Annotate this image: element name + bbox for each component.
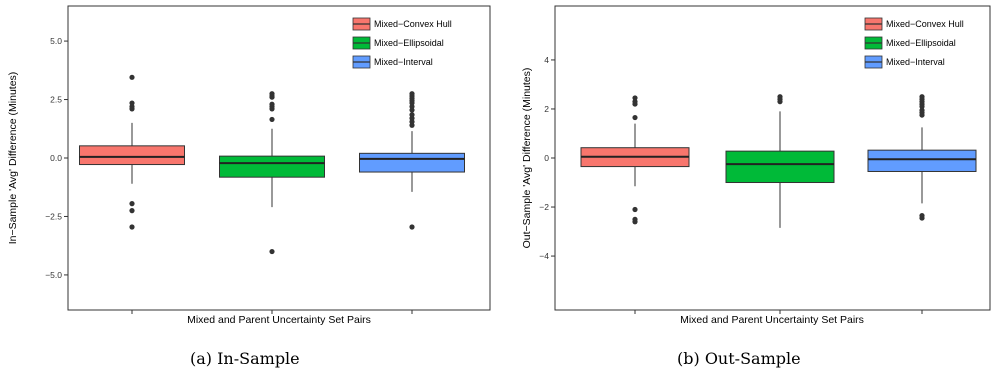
outlier-point: [269, 106, 275, 112]
legend-label: Mixed−Interval: [886, 57, 945, 67]
outlier-point: [409, 224, 415, 230]
outlier-point: [919, 112, 925, 118]
box-1: [79, 74, 185, 230]
x-axis-title: Mixed and Parent Uncertainty Set Pairs: [187, 314, 371, 326]
outlier-point: [129, 208, 135, 214]
box-3: [359, 91, 465, 230]
y-tick-label: 0: [544, 153, 549, 163]
y-tick-label: −2.5: [45, 211, 62, 221]
y-tick-label: 0.0: [50, 153, 62, 163]
legend-label: Mixed−Convex Hull: [886, 19, 964, 29]
outlier-point: [632, 114, 638, 121]
y-tick-label: 5.0: [50, 36, 62, 46]
legend-label: Mixed−Interval: [374, 57, 433, 67]
outlier-point: [269, 248, 275, 255]
box-3: [867, 94, 977, 221]
x-axis-title: Mixed and Parent Uncertainty Set Pairs: [680, 314, 864, 326]
outlier-point: [409, 122, 415, 128]
y-tick-label: 4: [544, 55, 549, 65]
box-plot-figure: −5.0 −2.5 0.0 2.5 5.0 Mixed and Parent Uncert…: [7, 5, 991, 326]
chart-panel-1: −5.0 −2.5 0.0 2.5 5.0 Mixed and Parent Uncert…: [7, 5, 491, 326]
legend-label: Mixed−Convex Hull: [374, 19, 452, 29]
outlier-point: [409, 107, 415, 113]
box-2: [725, 94, 835, 228]
legend: Mixed−Convex Hull Mixed−Ellipsoidal Mixed−…: [864, 17, 964, 69]
outlier-point: [919, 103, 925, 110]
chart-panel-2: −4 −2 0 2 4 Mixed and Parent Uncertainty Set …: [521, 5, 991, 326]
y-axis-title: In−Sample 'Avg' Difference (Minutes): [7, 72, 19, 245]
outlier-point: [269, 116, 275, 123]
y-tick-label: 2.5: [50, 95, 62, 105]
legend: Mixed−Convex Hull Mixed−Ellipsoidal Mixed−…: [352, 17, 452, 69]
box-2: [219, 91, 325, 255]
box-body: [867, 149, 977, 172]
caption-b: (b) Out-Sample: [677, 349, 801, 368]
box-body: [219, 155, 325, 178]
outlier-point: [269, 94, 275, 100]
outlier-point: [129, 224, 135, 230]
outlier-point: [632, 219, 638, 225]
box-body: [79, 145, 185, 166]
legend-label: Mixed−Ellipsoidal: [886, 38, 956, 48]
y-axis-title: Out−Sample 'Avg' Difference (Minutes): [521, 68, 533, 249]
outlier-point: [129, 201, 135, 207]
y-tick-label: −2: [539, 202, 549, 212]
y-tick-label: −4: [539, 251, 549, 261]
outlier-point: [632, 206, 638, 213]
outlier-point: [777, 99, 783, 105]
caption-a: (a) In-Sample: [190, 349, 300, 368]
outlier-point: [919, 215, 925, 221]
y-tick-label: −5.0: [45, 270, 62, 280]
box-1: [580, 95, 690, 225]
box-body: [725, 150, 835, 184]
outlier-point: [129, 106, 135, 112]
legend-label: Mixed−Ellipsoidal: [374, 38, 444, 48]
outlier-point: [129, 74, 135, 80]
outlier-point: [632, 101, 638, 107]
y-tick-label: 2: [544, 104, 549, 114]
outlier-point: [632, 95, 638, 101]
box-body: [359, 152, 465, 173]
